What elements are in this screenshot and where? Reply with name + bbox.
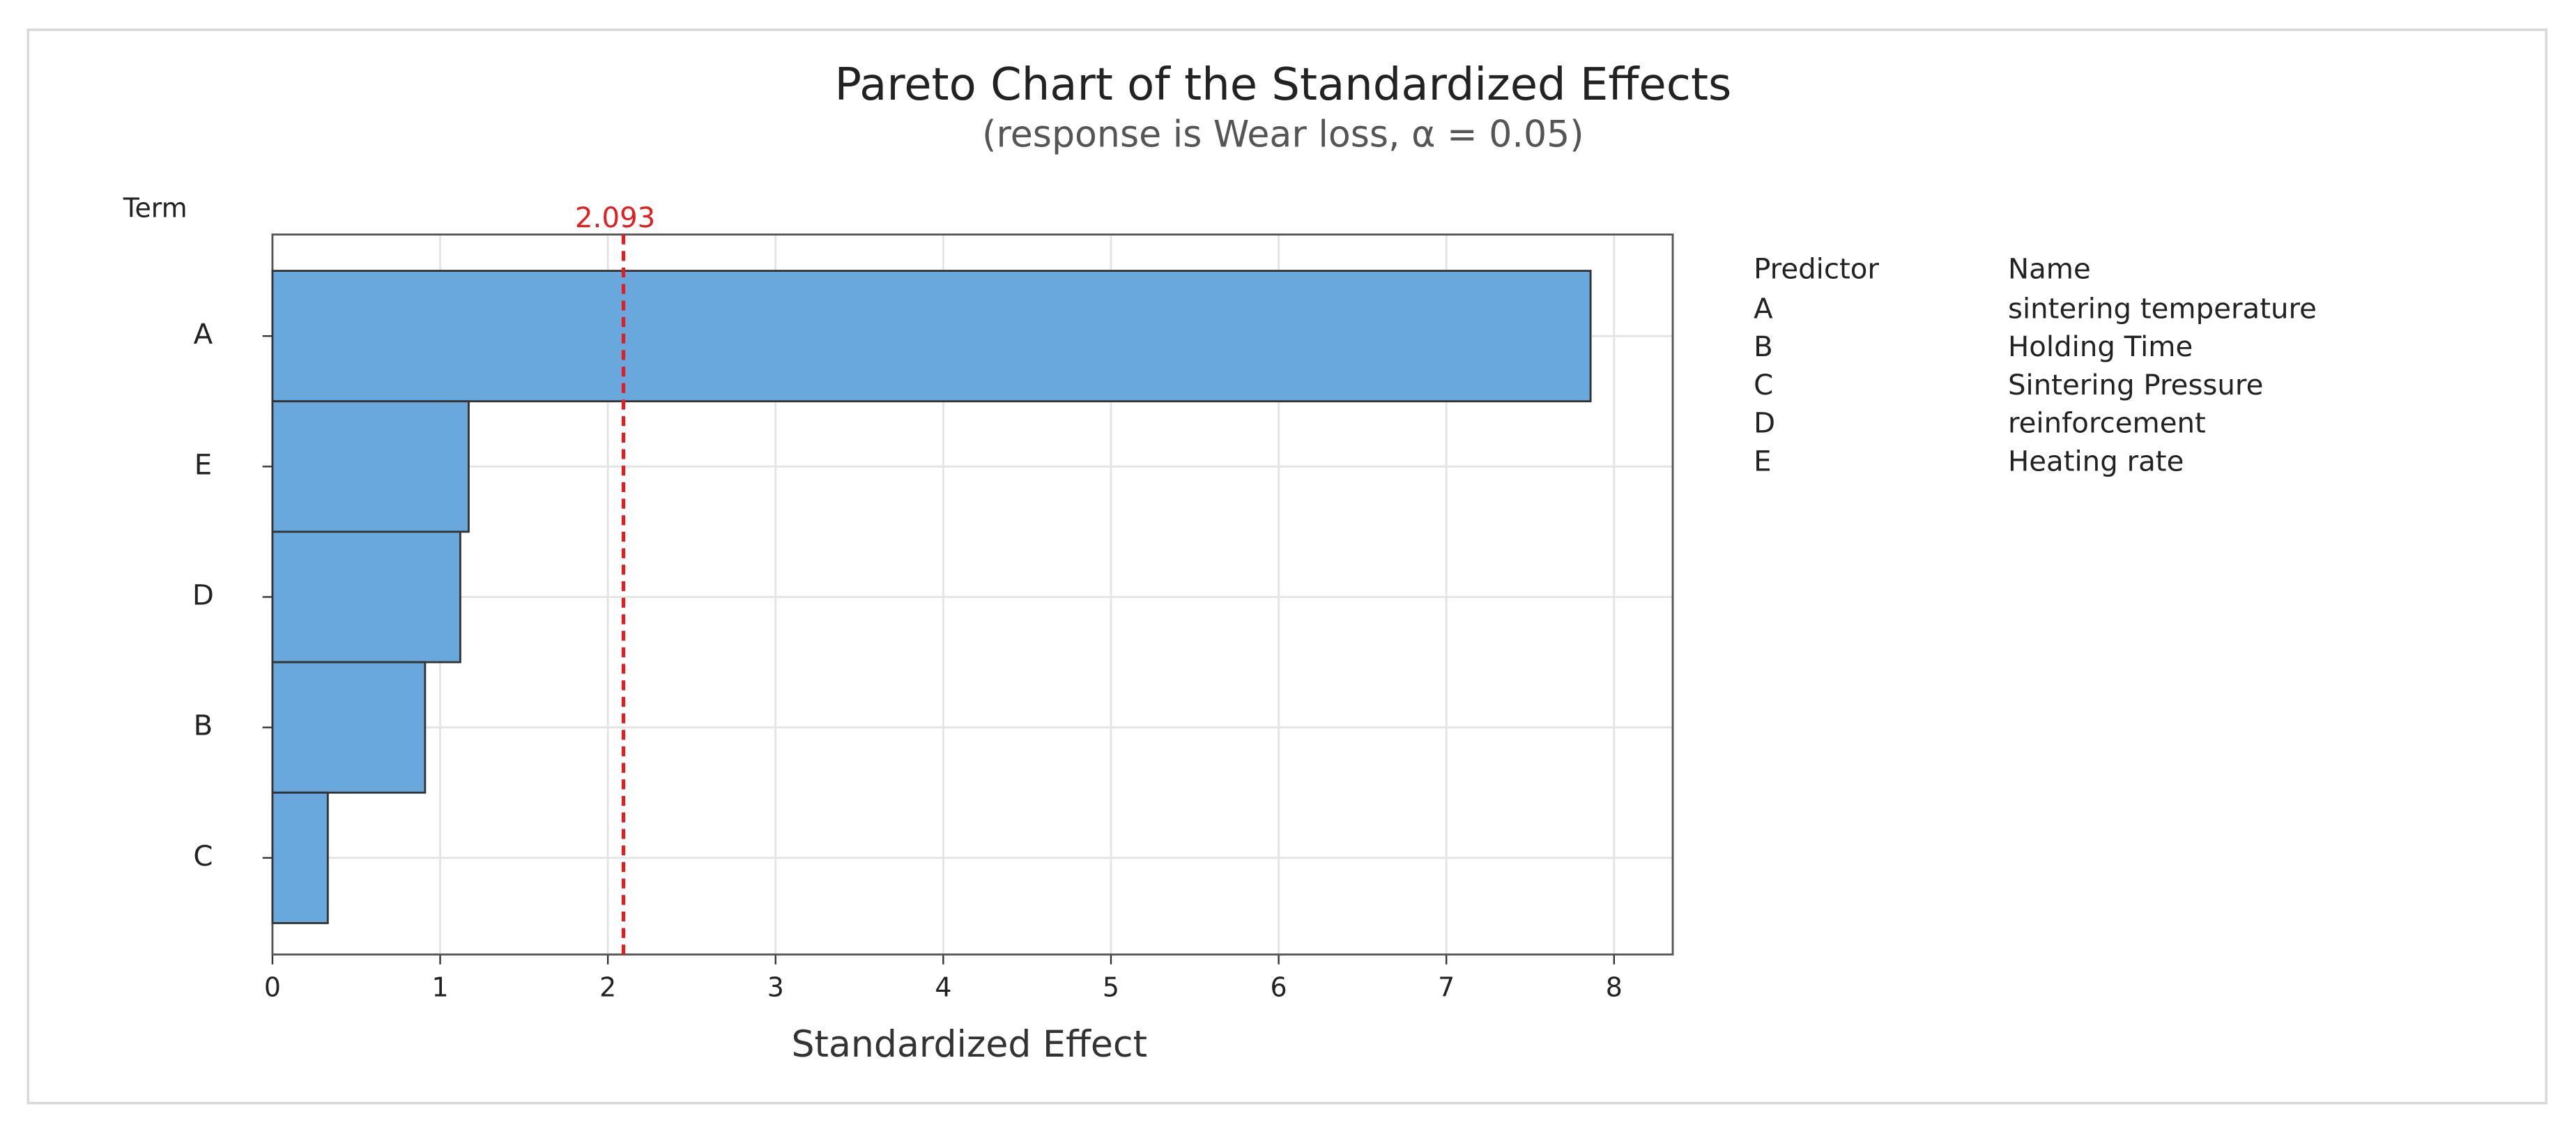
table-cell: A: [1754, 293, 1773, 325]
x-axis-label: Standardized Effect: [791, 1024, 1147, 1066]
y-tick-label: E: [194, 449, 212, 481]
bar: [271, 661, 427, 794]
x-tick-label: 3: [767, 972, 784, 1003]
reference-label: 2.093: [575, 202, 655, 234]
bar: [271, 270, 1592, 403]
table-cell: reinforcement: [2008, 408, 2206, 440]
y-tick-label: D: [192, 580, 214, 612]
table-cell: Sintering Pressure: [2008, 369, 2263, 401]
x-tick-label: 6: [1271, 972, 1287, 1003]
table-cell: D: [1754, 408, 1775, 440]
bar: [271, 791, 329, 924]
x-tick-label: 1: [431, 972, 448, 1003]
y-tick-label: A: [194, 319, 213, 351]
x-tick-label: 5: [1103, 972, 1119, 1003]
table-cell: sintering temperature: [2008, 293, 2317, 325]
x-tick-label: 4: [935, 972, 951, 1003]
table-cell: Holding Time: [2008, 331, 2193, 363]
table-cell: B: [1754, 331, 1773, 363]
x-tick-label: 7: [1438, 972, 1455, 1003]
y-tick-label: B: [194, 710, 213, 742]
chart-title: Pareto Chart of the Standardized Effects: [834, 59, 1731, 111]
x-tick-label: 0: [264, 972, 281, 1003]
x-tick-label: 2: [599, 972, 616, 1003]
bar: [271, 530, 461, 664]
y-tick-label: C: [193, 841, 213, 873]
table-header: Name: [2008, 254, 2091, 286]
table-header: Predictor: [1754, 254, 1879, 286]
table-cell: Heating rate: [2008, 445, 2184, 477]
bar: [271, 400, 470, 533]
table-cell: E: [1754, 445, 1771, 477]
table-cell: C: [1754, 369, 1773, 401]
chart-subtitle: (response is Wear loss, α = 0.05): [982, 114, 1584, 156]
x-tick-label: 8: [1606, 972, 1623, 1003]
y-axis-label: Term: [123, 192, 187, 223]
